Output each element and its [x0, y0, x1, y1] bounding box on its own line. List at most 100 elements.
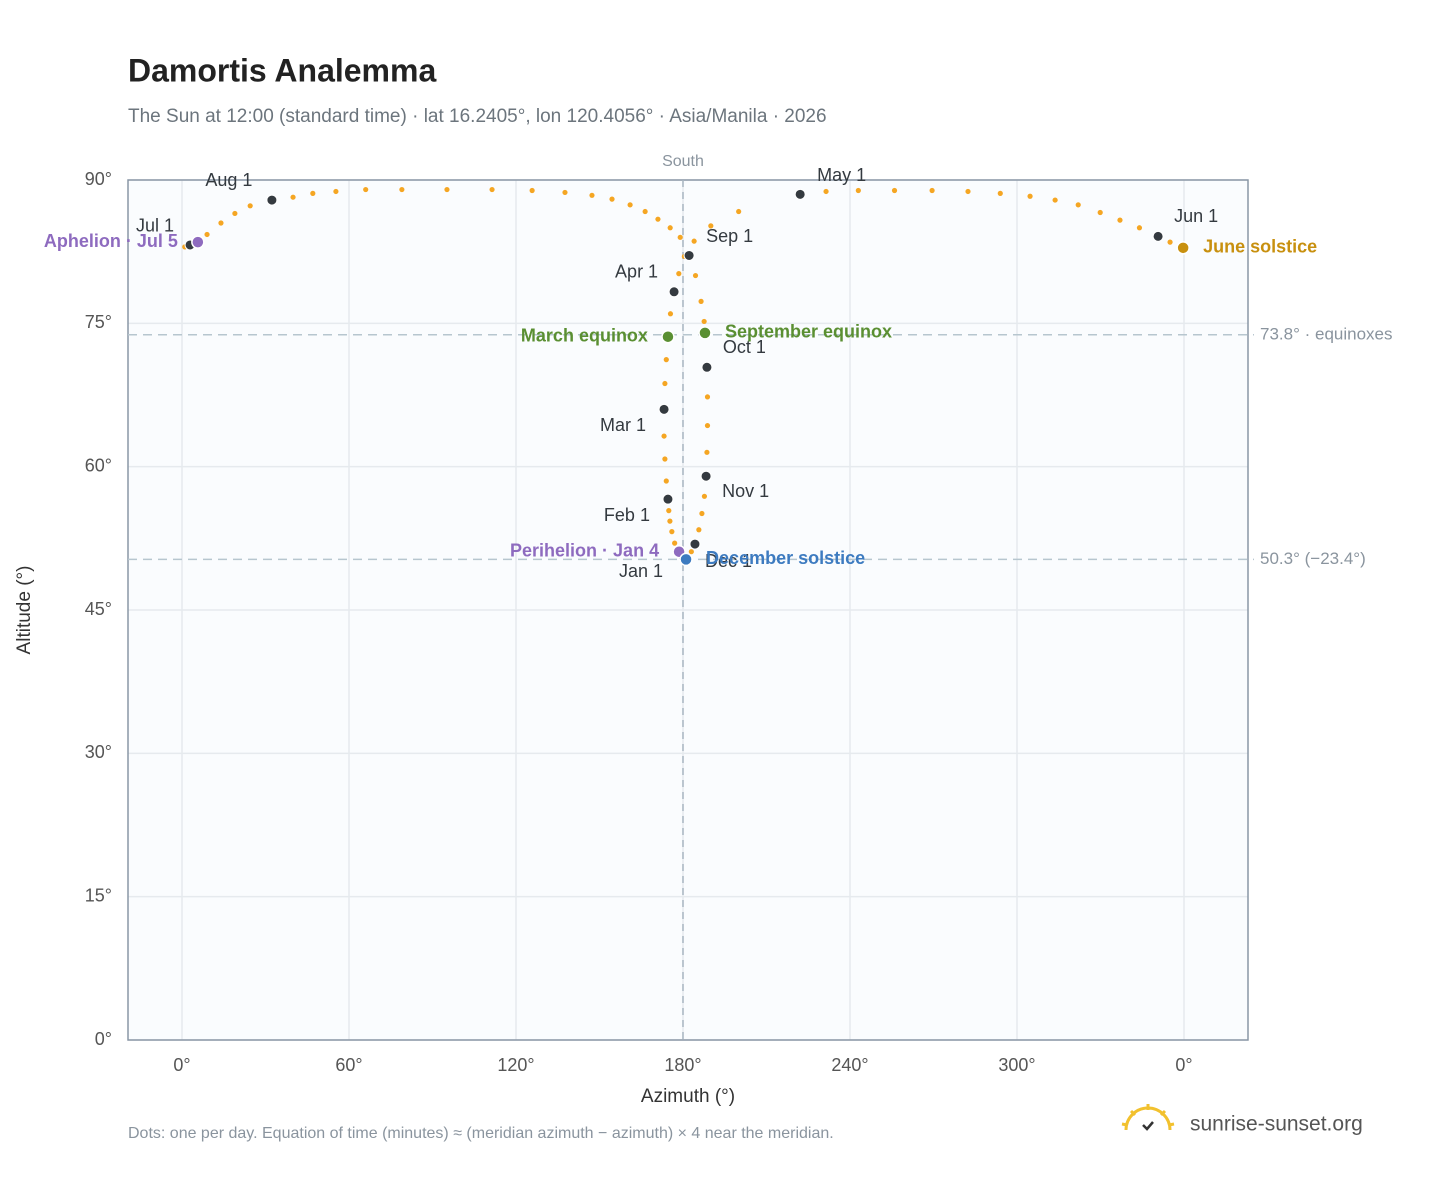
y-axis-label: Altitude (°): [14, 566, 35, 655]
x-tick-label: 120°: [497, 1055, 534, 1075]
month-marker: [683, 249, 695, 261]
day-dot: [701, 318, 707, 325]
event-label: September equinox: [725, 322, 892, 342]
day-dot: [1075, 202, 1081, 208]
day-dot: [855, 187, 861, 194]
day-dot: [642, 208, 648, 215]
day-dot: [965, 188, 971, 195]
day-dot: [696, 527, 702, 533]
day-dot: [692, 272, 699, 279]
day-dot: [823, 188, 829, 195]
month-label: Jul 1: [136, 216, 174, 236]
day-dot: [399, 186, 405, 193]
month-marker: [794, 188, 806, 200]
day-dot: [704, 449, 710, 455]
month-label: Jun 1: [1174, 206, 1218, 226]
day-dot: [1117, 217, 1123, 223]
day-dot: [701, 493, 708, 499]
month-marker: [668, 286, 680, 298]
day-dot: [997, 190, 1003, 196]
y-tick-label: 45°: [85, 599, 112, 619]
event-label: June solstice: [1203, 237, 1317, 257]
day-dot: [672, 540, 678, 546]
month-label: Mar 1: [600, 415, 646, 435]
day-dot: [677, 234, 683, 240]
event-label: December solstice: [706, 548, 865, 568]
y-tick-label: 90°: [85, 169, 112, 189]
day-dot: [698, 298, 704, 304]
month-label: Nov 1: [722, 481, 769, 501]
x-tick-label: 180°: [664, 1055, 701, 1075]
day-dot: [667, 518, 673, 524]
day-dot: [1167, 239, 1173, 245]
day-dot: [204, 231, 210, 238]
reference-label: 50.3° (−23.4°): [1260, 549, 1366, 568]
month-marker: [658, 403, 670, 415]
event-marker: [679, 552, 693, 567]
day-dot: [666, 508, 672, 514]
x-tick-label: 300°: [998, 1055, 1035, 1075]
day-dot: [1097, 209, 1103, 216]
month-label: Aug 1: [205, 170, 252, 190]
day-dot: [627, 202, 633, 208]
day-dot: [929, 187, 935, 194]
day-dot: [363, 186, 369, 193]
day-dot: [444, 186, 450, 193]
meridian-label: South: [662, 153, 704, 170]
day-dot: [310, 190, 316, 196]
month-label: Oct 1: [723, 337, 766, 357]
x-axis-label: Azimuth (°): [641, 1086, 735, 1107]
month-label: Jan 1: [619, 561, 663, 581]
event-label: Perihelion · Jan 4: [510, 540, 659, 560]
day-dot: [232, 210, 238, 217]
day-dot: [489, 186, 495, 193]
chart-title: Damortis Analemma: [128, 52, 436, 88]
plot-frame: [127, 179, 1249, 1041]
day-dot: [667, 225, 673, 231]
footnote: Dots: one per day. Equation of time (min…: [128, 1125, 834, 1142]
day-dot: [589, 192, 595, 198]
month-marker: [701, 361, 713, 373]
month-marker: [700, 470, 712, 482]
event-label: Aphelion · Jul 5: [44, 231, 178, 251]
day-dot: [655, 216, 661, 222]
day-dot: [676, 271, 682, 277]
x-tick-label: 0°: [1175, 1055, 1192, 1075]
x-tick-label: 60°: [335, 1055, 362, 1075]
day-dot: [663, 357, 669, 363]
day-dot: [662, 380, 668, 387]
month-marker: [1152, 230, 1164, 242]
day-dot: [1136, 225, 1143, 231]
day-dot: [891, 187, 898, 194]
day-dot: [736, 208, 742, 215]
y-tick-label: 15°: [85, 885, 112, 905]
event-marker: [1176, 241, 1190, 255]
month-marker: [662, 493, 674, 505]
day-dot: [609, 196, 615, 202]
day-dot: [667, 311, 674, 317]
event-marker: [661, 329, 675, 344]
day-dot: [247, 203, 253, 209]
event-label: March equinox: [521, 325, 648, 345]
y-tick-label: 30°: [85, 742, 112, 762]
chart-subtitle: The Sun at 12:00 (standard time) · lat 1…: [128, 106, 827, 127]
day-dot: [662, 456, 668, 462]
month-marker: [266, 194, 278, 206]
month-label: Apr 1: [615, 262, 658, 282]
month-marker: [689, 538, 701, 550]
day-dot: [691, 238, 697, 244]
day-dot: [708, 223, 714, 229]
month-label: Sep 1: [706, 226, 753, 246]
y-tick-label: 0°: [95, 1029, 112, 1049]
day-dot: [699, 510, 705, 517]
x-tick-label: 0°: [173, 1055, 190, 1075]
month-label: May 1: [817, 165, 866, 185]
day-dot: [661, 433, 667, 439]
day-dot: [333, 188, 339, 195]
brand-name: sunrise-sunset.org: [1190, 1113, 1363, 1136]
day-dot: [663, 478, 669, 484]
event-marker: [698, 326, 712, 340]
day-dot: [669, 529, 675, 535]
x-tick-label: 240°: [831, 1055, 868, 1075]
